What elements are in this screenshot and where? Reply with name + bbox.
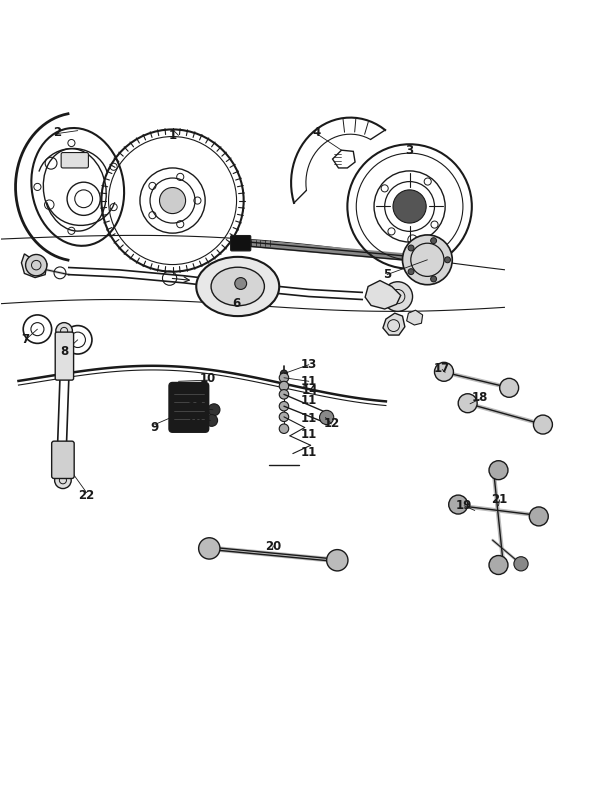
- FancyBboxPatch shape: [61, 152, 89, 168]
- FancyBboxPatch shape: [169, 382, 208, 433]
- Text: 9: 9: [151, 421, 159, 434]
- Text: 20: 20: [265, 539, 282, 552]
- Circle shape: [235, 278, 247, 289]
- Circle shape: [56, 322, 72, 339]
- Circle shape: [489, 556, 508, 574]
- Circle shape: [489, 461, 508, 480]
- Text: 11: 11: [301, 428, 317, 441]
- FancyBboxPatch shape: [230, 236, 251, 251]
- Ellipse shape: [211, 267, 264, 305]
- Circle shape: [198, 538, 220, 559]
- Text: 14: 14: [302, 384, 318, 397]
- Circle shape: [500, 378, 519, 397]
- Circle shape: [206, 415, 217, 426]
- Circle shape: [431, 276, 437, 282]
- Text: 7: 7: [21, 333, 30, 347]
- Circle shape: [431, 237, 437, 244]
- Circle shape: [327, 550, 348, 571]
- Circle shape: [529, 507, 548, 526]
- Polygon shape: [365, 280, 401, 309]
- Text: 19: 19: [456, 499, 472, 512]
- FancyBboxPatch shape: [55, 332, 74, 380]
- Polygon shape: [383, 313, 405, 335]
- Text: 10: 10: [200, 372, 216, 385]
- Polygon shape: [407, 310, 423, 325]
- Text: 12: 12: [323, 417, 340, 430]
- Text: 16: 16: [187, 413, 203, 426]
- Text: 11: 11: [301, 446, 317, 459]
- Text: 17: 17: [434, 362, 450, 375]
- Text: 13: 13: [301, 358, 317, 371]
- Circle shape: [279, 402, 289, 411]
- FancyBboxPatch shape: [52, 441, 74, 479]
- Text: 18: 18: [471, 391, 488, 404]
- Circle shape: [408, 245, 414, 251]
- Text: 2: 2: [53, 126, 61, 139]
- Text: 4: 4: [312, 126, 321, 139]
- Circle shape: [279, 412, 289, 421]
- Circle shape: [26, 254, 47, 276]
- Ellipse shape: [196, 257, 279, 316]
- Circle shape: [280, 370, 287, 377]
- Text: 6: 6: [232, 296, 241, 309]
- Text: 15: 15: [188, 402, 204, 415]
- Text: 11: 11: [301, 375, 317, 388]
- Text: 11: 11: [301, 394, 317, 407]
- Circle shape: [320, 411, 334, 424]
- Circle shape: [403, 235, 452, 284]
- Text: 11: 11: [301, 411, 317, 424]
- Circle shape: [383, 282, 413, 311]
- Circle shape: [514, 556, 528, 571]
- Circle shape: [279, 424, 289, 433]
- Polygon shape: [21, 254, 47, 278]
- Circle shape: [279, 390, 289, 399]
- Circle shape: [448, 495, 467, 514]
- Text: 21: 21: [492, 493, 508, 506]
- Text: 8: 8: [61, 345, 69, 358]
- Circle shape: [55, 472, 71, 488]
- Circle shape: [279, 373, 289, 382]
- Circle shape: [434, 362, 453, 382]
- Text: 3: 3: [406, 143, 413, 156]
- Circle shape: [408, 269, 414, 275]
- Circle shape: [208, 404, 220, 416]
- Text: 5: 5: [383, 268, 391, 281]
- Circle shape: [533, 415, 552, 434]
- Circle shape: [279, 382, 289, 390]
- Text: 1: 1: [169, 129, 176, 142]
- Circle shape: [160, 187, 185, 214]
- Circle shape: [444, 257, 450, 262]
- Circle shape: [458, 394, 477, 413]
- Circle shape: [393, 190, 426, 223]
- Text: 22: 22: [78, 488, 95, 501]
